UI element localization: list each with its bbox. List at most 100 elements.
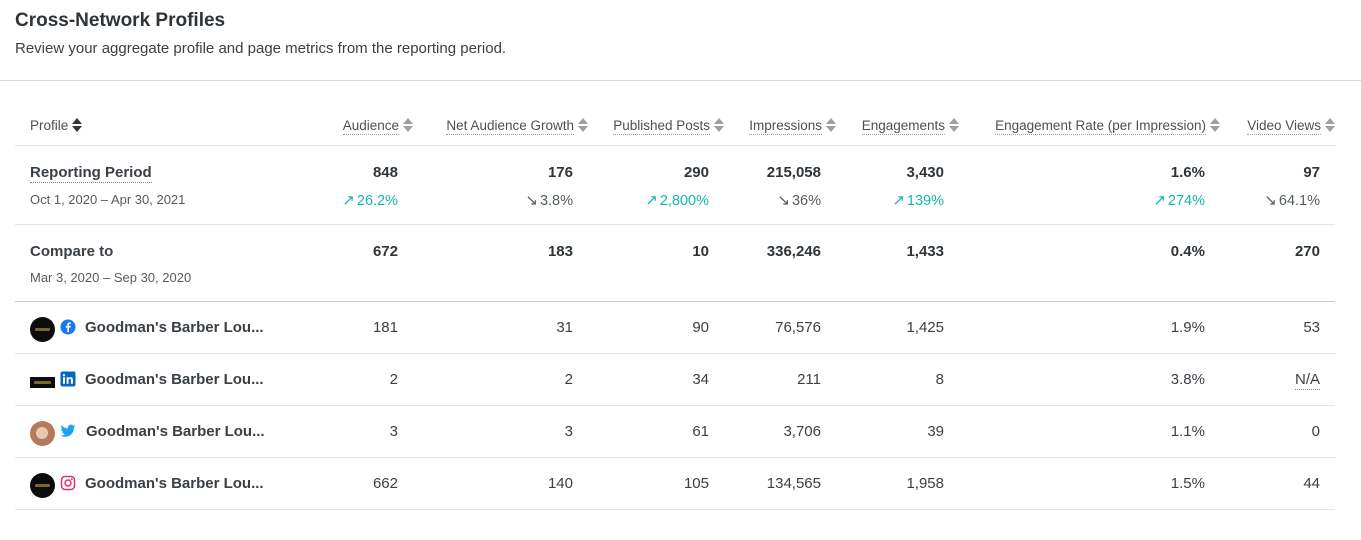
- profiles-table: Profile Audience Net Audience Growth Pub…: [15, 101, 1335, 510]
- growth-value: 2: [564, 371, 573, 388]
- compare-video: 270: [1294, 243, 1320, 260]
- audience-value: 2: [389, 371, 398, 388]
- avatar: [30, 317, 55, 342]
- reporting-rate: 1.6%: [1170, 164, 1205, 181]
- trend-up-icon: ↗: [1153, 192, 1166, 209]
- column-header-published-posts[interactable]: Published Posts: [613, 117, 724, 135]
- compare-row: Compare to Mar 3, 2020 – Sep 30, 2020 67…: [15, 225, 1335, 302]
- impressions-value: 211: [797, 371, 821, 388]
- reporting-video-change: ↘ 64.1%: [1264, 192, 1320, 209]
- engagements-value: 39: [927, 423, 944, 440]
- profile-name: Goodman's Barber Lou...: [86, 423, 265, 440]
- reporting-growth-change: ↘ 3.8%: [525, 192, 573, 209]
- reporting-period-date: Oct 1, 2020 – Apr 30, 2021: [30, 192, 186, 207]
- reporting-posts: 290: [683, 164, 709, 181]
- rate-value: 1.1%: [1170, 423, 1205, 440]
- video-value: 0: [1311, 423, 1320, 440]
- profile-name: Goodman's Barber Lou...: [85, 475, 264, 492]
- facebook-icon: [60, 319, 76, 335]
- profile-cell[interactable]: Goodman's Barber Lou...: [30, 302, 290, 354]
- reporting-engagements: 3,430: [906, 164, 944, 181]
- sort-icon: [578, 117, 588, 132]
- profile-name: Goodman's Barber Lou...: [85, 371, 264, 388]
- engagements-value: 1,425: [906, 319, 944, 336]
- reporting-engagements-change: ↗ 139%: [892, 192, 944, 209]
- reporting-audience-change: ↗ 26.2%: [342, 192, 398, 209]
- audience-value: 662: [372, 475, 398, 492]
- impressions-value: 134,565: [766, 475, 821, 492]
- sort-icon: [1210, 117, 1220, 132]
- trend-up-icon: ↗: [342, 192, 355, 209]
- impressions-value: 3,706: [783, 423, 821, 440]
- sort-icon: [714, 117, 724, 132]
- table-row[interactable]: Goodman's Barber Lou... 181 31 90 76,576…: [15, 302, 1335, 354]
- reporting-posts-change: ↗ 2,800%: [645, 192, 709, 209]
- compare-impressions: 336,246: [766, 243, 821, 260]
- reporting-period-label[interactable]: Reporting Period: [30, 164, 152, 183]
- column-header-engagement-rate[interactable]: Engagement Rate (per Impression): [995, 117, 1220, 135]
- column-header-video-views[interactable]: Video Views: [1247, 117, 1335, 135]
- impressions-value: 76,576: [775, 319, 821, 336]
- page-header: Cross-Network Profiles Review your aggre…: [0, 0, 1361, 81]
- growth-value: 3: [564, 423, 573, 440]
- column-header-engagements[interactable]: Engagements: [861, 117, 959, 135]
- profile-name: Goodman's Barber Lou...: [85, 319, 264, 336]
- trend-up-icon: ↗: [645, 192, 658, 209]
- sort-icon: [403, 117, 413, 132]
- reporting-period-row: Reporting Period Oct 1, 2020 – Apr 30, 2…: [15, 146, 1335, 225]
- growth-value: 31: [556, 319, 573, 336]
- compare-label: Compare to: [30, 243, 114, 260]
- sort-icon: [72, 117, 83, 132]
- column-header-impressions[interactable]: Impressions: [749, 117, 836, 135]
- reporting-audience: 848: [372, 164, 398, 181]
- compare-date: Mar 3, 2020 – Sep 30, 2020: [30, 270, 192, 285]
- audience-value: 3: [389, 423, 398, 440]
- table-row[interactable]: Goodman's Barber Lou... 2 2 34 211 8 3.8…: [15, 354, 1335, 406]
- video-value[interactable]: N/A: [1294, 371, 1320, 390]
- twitter-icon: [60, 424, 76, 437]
- rate-value: 1.5%: [1170, 475, 1205, 492]
- page-title: Cross-Network Profiles: [15, 10, 226, 31]
- compare-growth: 183: [547, 243, 573, 260]
- reporting-video: 97: [1303, 164, 1320, 181]
- sort-icon: [1325, 117, 1335, 132]
- engagements-value: 8: [935, 371, 944, 388]
- table-row[interactable]: Goodman's Barber Lou... 3 3 61 3,706 39 …: [15, 406, 1335, 458]
- posts-value: 61: [692, 423, 709, 440]
- video-value: 53: [1303, 319, 1320, 336]
- column-header-audience[interactable]: Audience: [342, 117, 413, 135]
- table-header-row: Profile Audience Net Audience Growth Pub…: [15, 101, 1335, 146]
- profile-cell[interactable]: Goodman's Barber Lou...: [30, 354, 290, 406]
- avatar: [30, 473, 55, 498]
- reporting-impressions-change: ↘ 36%: [777, 192, 821, 209]
- posts-value: 105: [683, 475, 709, 492]
- trend-down-icon: ↘: [525, 192, 538, 209]
- reporting-growth: 176: [547, 164, 573, 181]
- reporting-impressions: 215,058: [766, 164, 821, 181]
- sort-icon: [949, 117, 959, 132]
- avatar: [30, 421, 55, 446]
- video-value: 44: [1303, 475, 1320, 492]
- posts-value: 90: [692, 319, 709, 336]
- column-header-profile[interactable]: Profile: [30, 117, 83, 133]
- trend-down-icon: ↘: [1264, 192, 1277, 209]
- trend-up-icon: ↗: [892, 192, 905, 209]
- sort-icon: [826, 117, 836, 132]
- reporting-rate-change: ↗ 274%: [1153, 192, 1205, 209]
- trend-down-icon: ↘: [777, 192, 790, 209]
- table-row[interactable]: Goodman's Barber Lou... 662 140 105 134,…: [15, 458, 1335, 510]
- compare-audience: 672: [372, 243, 398, 260]
- posts-value: 34: [692, 371, 709, 388]
- profile-cell[interactable]: Goodman's Barber Lou...: [30, 406, 290, 458]
- audience-value: 181: [372, 319, 398, 336]
- avatar: [30, 377, 55, 388]
- compare-rate: 0.4%: [1170, 243, 1205, 260]
- column-header-net-audience-growth[interactable]: Net Audience Growth: [446, 117, 588, 135]
- compare-engagements: 1,433: [906, 243, 944, 260]
- rate-value: 3.8%: [1170, 371, 1205, 388]
- compare-posts: 10: [692, 243, 709, 260]
- profile-cell[interactable]: Goodman's Barber Lou...: [30, 458, 290, 510]
- instagram-icon: [60, 475, 76, 491]
- page-subtitle: Review your aggregate profile and page m…: [15, 40, 507, 57]
- linkedin-icon: [60, 371, 76, 387]
